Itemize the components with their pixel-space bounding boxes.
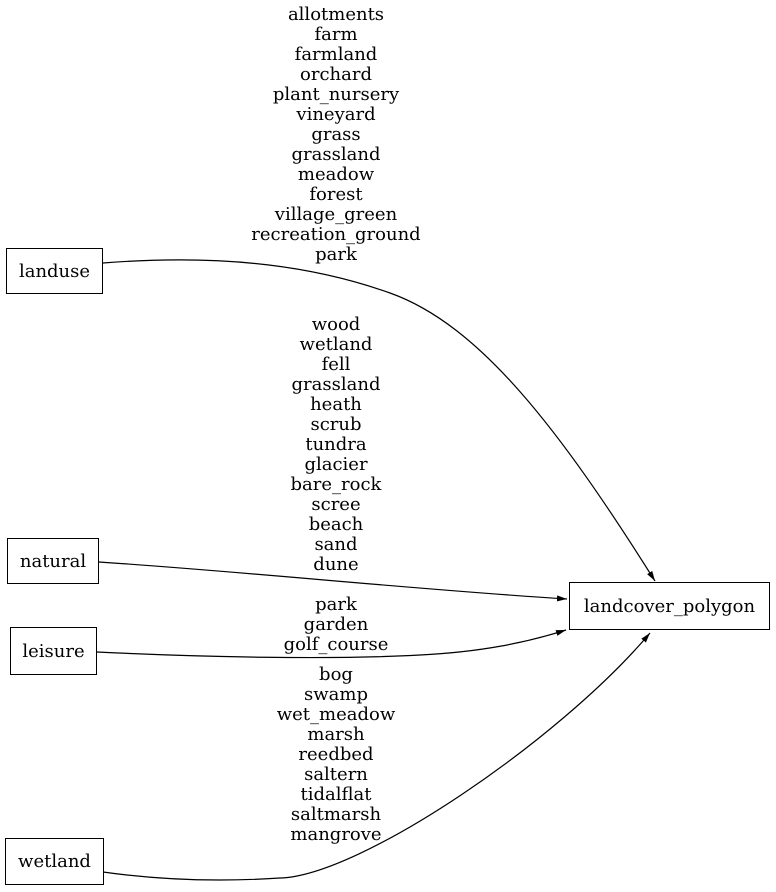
edge-wetland-to-landcover-polygon (102, 632, 651, 881)
node-wetland-label: wetland (18, 851, 91, 872)
node-natural: natural (7, 538, 99, 584)
node-leisure-label: leisure (22, 640, 85, 662)
node-wetland: wetland (5, 838, 104, 885)
node-landcover-polygon-label: landcover_polygon (583, 595, 756, 617)
edge-label-leisure-values: park garden golf_course (283, 594, 389, 655)
node-landuse: landuse (6, 248, 103, 294)
node-natural-label: natural (19, 550, 87, 572)
edge-label-natural-values: wood wetland fell grassland heath scrub … (290, 314, 382, 575)
node-landuse-label: landuse (18, 260, 91, 282)
edge-leisure-to-landcover-polygon (96, 629, 567, 659)
edge-label-landuse-values: allotments farm farmland orchard plant_n… (251, 4, 421, 265)
node-landcover-polygon: landcover_polygon (569, 582, 770, 630)
edge-label-wetland-values: bog swamp wet_meadow marsh reedbed salte… (276, 664, 396, 845)
edge-natural-to-landcover-polygon (98, 561, 568, 602)
edge-landuse-to-landcover-polygon (102, 259, 656, 582)
node-leisure: leisure (10, 627, 97, 675)
